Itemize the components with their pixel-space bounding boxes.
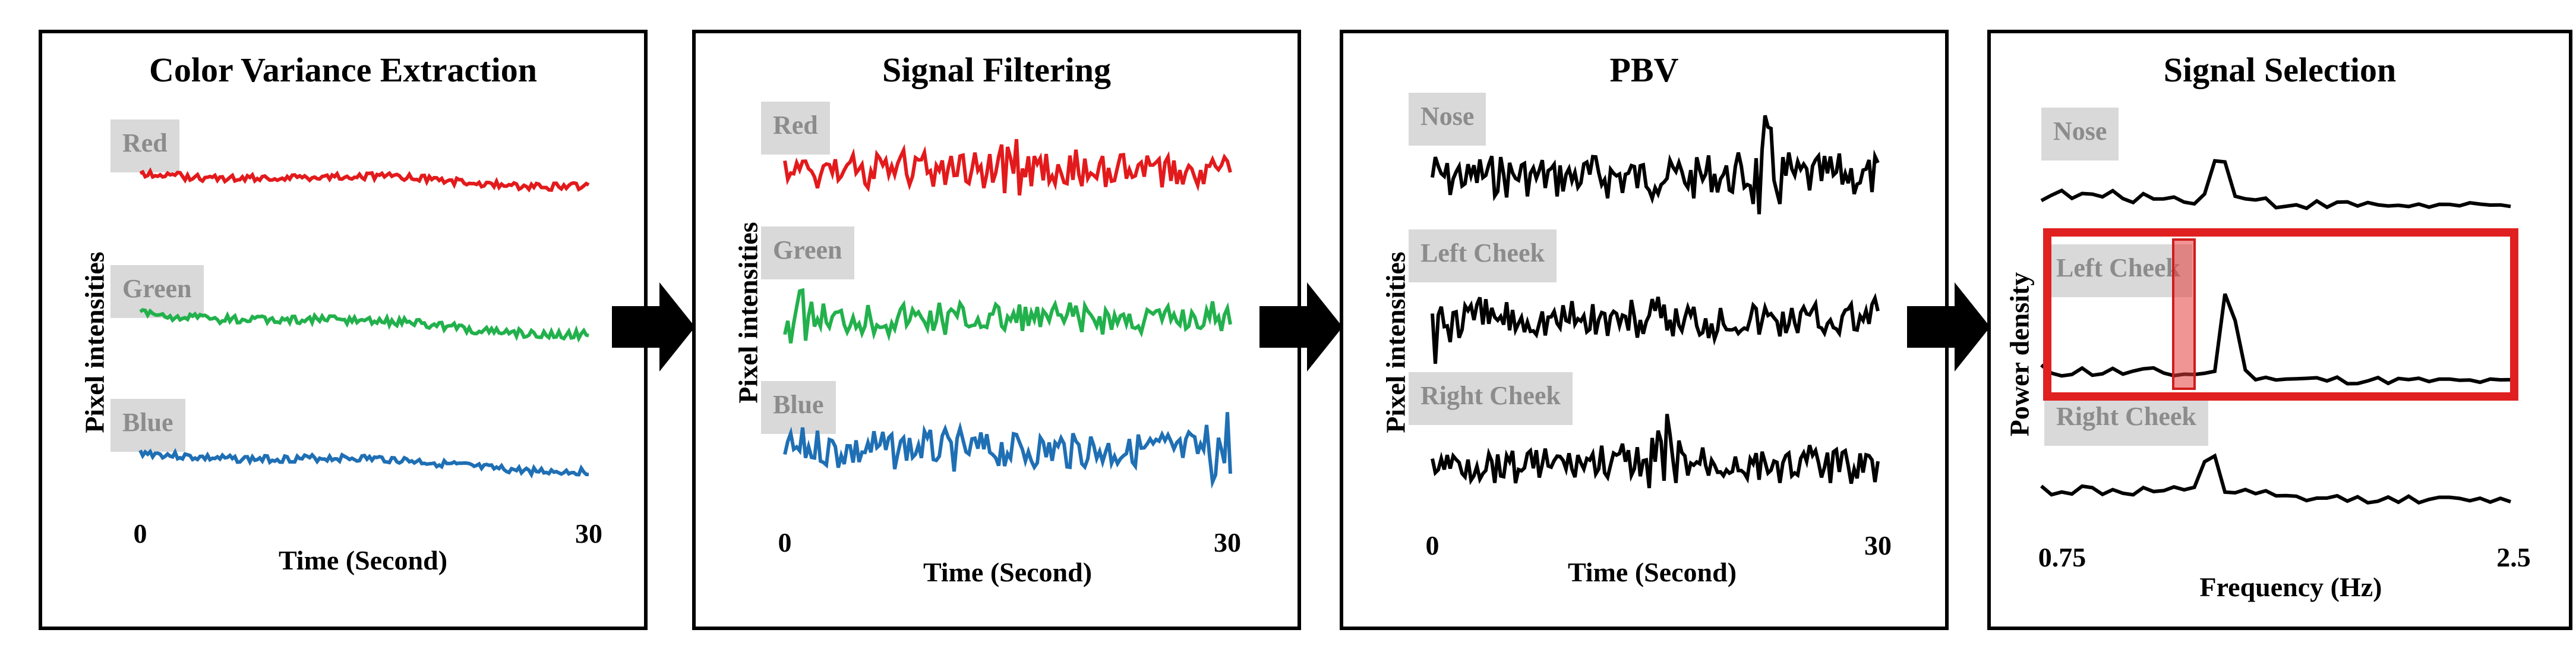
signal-trace-left-cheek — [1431, 292, 1880, 364]
selection-box — [2043, 228, 2518, 401]
signal-trace-right-cheek — [1431, 414, 1880, 489]
peak-highlight — [2172, 238, 2196, 390]
signal-label-red: Red — [761, 102, 830, 155]
x-tick-start: 0.75 — [2038, 542, 2086, 572]
x-tick-start: 0 — [1425, 530, 1439, 561]
x-tick-start: 0 — [133, 518, 147, 549]
panel-color-variance-extraction: Color Variance Extraction Pixel intensit… — [39, 30, 648, 630]
signal-trace-green — [139, 308, 589, 343]
signal-trace-green — [783, 288, 1232, 344]
panel-title: PBV — [1609, 51, 1679, 89]
arrow-icon — [612, 282, 695, 372]
x-axis-label: Frequency (Hz) — [2199, 572, 2382, 602]
signal-label-green: Green — [761, 226, 854, 279]
signal-trace-blue — [783, 412, 1232, 489]
x-tick-end: 2.5 — [2496, 542, 2531, 572]
x-axis-label: Time (Second) — [278, 545, 448, 575]
signal-plot — [1431, 115, 1880, 489]
x-axis-label: Time (Second) — [923, 557, 1093, 587]
signal-trace-nose — [1431, 115, 1880, 215]
x-tick-end: 30 — [1864, 530, 1892, 561]
signal-label-green: Green — [111, 265, 204, 318]
signal-plot — [783, 139, 1232, 489]
signal-label-nose: Nose — [2041, 108, 2119, 160]
spectrum-plot — [2040, 159, 2511, 505]
panel-title: Signal Filtering — [882, 51, 1112, 89]
x-axis-label: Time (Second) — [1567, 557, 1737, 587]
signal-label-blue: Blue — [761, 381, 836, 434]
signal-label-blue: Blue — [111, 399, 185, 452]
signal-label-red: Red — [111, 119, 179, 172]
spectrum-trace-right-cheek — [2040, 453, 2511, 505]
signal-label-right-cheek: Right Cheek — [1409, 372, 1573, 425]
signal-plot — [138, 167, 590, 479]
arrow-icon — [1907, 282, 1990, 372]
signal-trace-blue — [138, 448, 589, 479]
panel-title: Color Variance Extraction — [149, 51, 537, 89]
arrow-icon — [1259, 282, 1343, 372]
panel-signal-filtering: Signal Filtering Pixel intensities Red G… — [692, 30, 1301, 630]
signal-label-left-cheek: Left Cheek — [2044, 244, 2192, 297]
signal-trace-red — [139, 167, 590, 193]
signal-label-right-cheek: Right Cheek — [2044, 393, 2208, 446]
signal-label-left-cheek: Left Cheek — [1409, 229, 1557, 282]
spectrum-trace-nose — [2040, 159, 2511, 210]
x-tick-end: 30 — [1214, 527, 1241, 558]
spectrum-trace-left-cheek — [2040, 293, 2511, 386]
signal-label-nose: Nose — [1409, 93, 1486, 146]
signal-trace-red — [783, 139, 1232, 196]
x-tick-start: 0 — [778, 527, 792, 558]
panel-pbv: PBV Pixel intensities Nose Left Cheek Ri… — [1340, 30, 1949, 630]
panel-signal-selection: Signal Selection Power density Nose Left… — [1987, 30, 2572, 630]
x-tick-end: 30 — [575, 518, 602, 549]
panel-title: Signal Selection — [2163, 51, 2397, 89]
